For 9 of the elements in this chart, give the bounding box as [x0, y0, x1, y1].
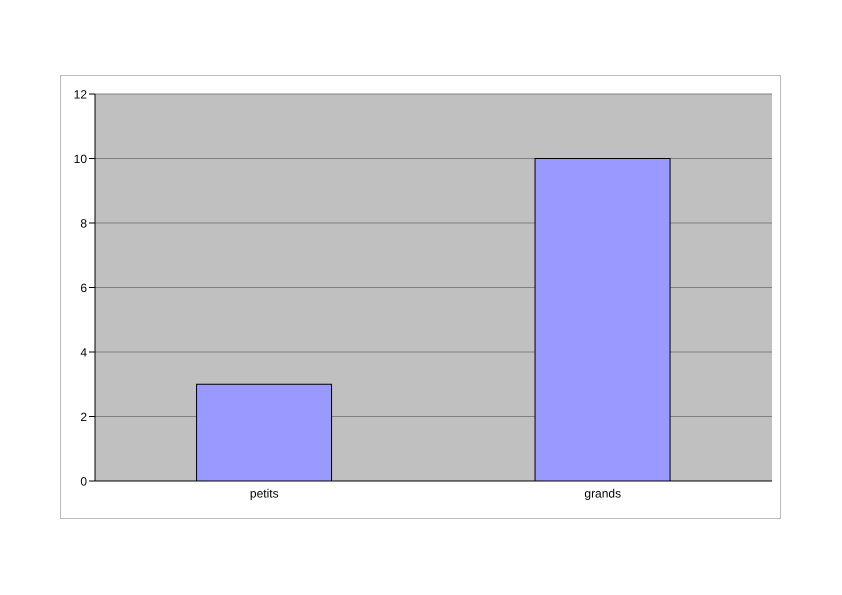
y-tick-label: 12 [74, 87, 88, 102]
x-tick-label: grands [584, 486, 622, 501]
y-tick-label: 0 [80, 474, 88, 488]
y-tick-label: 10 [74, 152, 88, 166]
y-tick-label: 4 [80, 345, 88, 360]
y-tick-label: 2 [80, 410, 88, 424]
y-tick-label: 8 [80, 216, 88, 230]
x-tick-label: petits [250, 486, 279, 501]
y-tick-label: 6 [80, 280, 88, 295]
